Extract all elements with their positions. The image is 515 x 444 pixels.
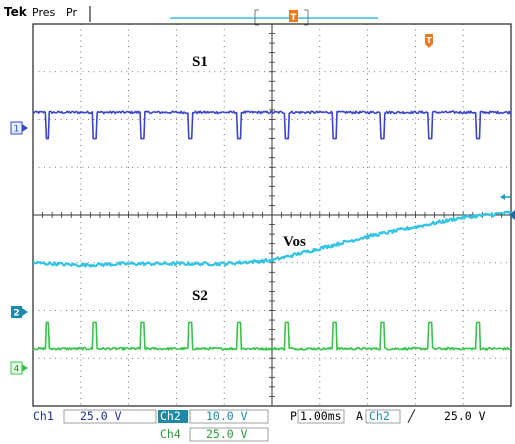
record-bar [170, 9, 378, 26]
ch1-name: Ch1 [33, 409, 54, 423]
trigger-marker-screen: T [426, 36, 432, 45]
label-s1: S1 [192, 54, 208, 70]
trigger-source-box [365, 409, 401, 424]
status-bar: Ch1 25.0 V Ch2 10.0 V P 1.00ms A Ch2 ╱ 2… [33, 409, 486, 442]
trigger-prefix: A [356, 409, 363, 423]
trigger-level-icon [500, 194, 512, 200]
trace-vos [33, 210, 512, 268]
label-s2: S2 [192, 288, 208, 304]
ch4-scale: 25.0 V [206, 427, 248, 441]
ch2-name-highlight [158, 410, 188, 423]
ch1-ground-marker: 1 [10, 121, 28, 135]
ch2-offset-icon [509, 210, 515, 220]
trigger-marker-top: T [290, 13, 297, 23]
ch2-name: Ch2 [160, 409, 181, 423]
ch2-scale: 10.0 V [206, 409, 248, 423]
trigger-position-icon: T [289, 10, 298, 23]
label-vos: Vos [283, 234, 306, 250]
timebase: 1.00ms [300, 409, 342, 423]
trigger-slope-icon: ╱ [407, 409, 416, 423]
trigger-point-icon: T [425, 34, 433, 48]
ch4-name: Ch4 [160, 427, 181, 441]
ch1-scale-box [63, 409, 157, 424]
ch1-marker-label: 1 [14, 125, 20, 135]
ch4-scale-box [189, 427, 269, 442]
ch4-marker-label: 4 [14, 365, 20, 375]
trace-s1 [32, 110, 512, 140]
ch1-scale: 25.0 V [80, 409, 122, 423]
trigger-level: 25.0 V [444, 409, 486, 423]
ch4-ground-marker: 4 [10, 361, 28, 375]
header-mode: Pres [32, 6, 55, 19]
ch2-ground-marker: 2 [11, 306, 28, 319]
header-brand: Tek [4, 5, 28, 19]
timebase-box [297, 409, 345, 424]
timebase-prefix: P [290, 409, 297, 423]
ch2-scale-box [189, 409, 269, 424]
trigger-source: Ch2 [369, 409, 390, 423]
header-status: Pr [66, 6, 77, 19]
ch2-marker-label: 2 [13, 309, 19, 319]
trace-s2 [32, 321, 512, 351]
